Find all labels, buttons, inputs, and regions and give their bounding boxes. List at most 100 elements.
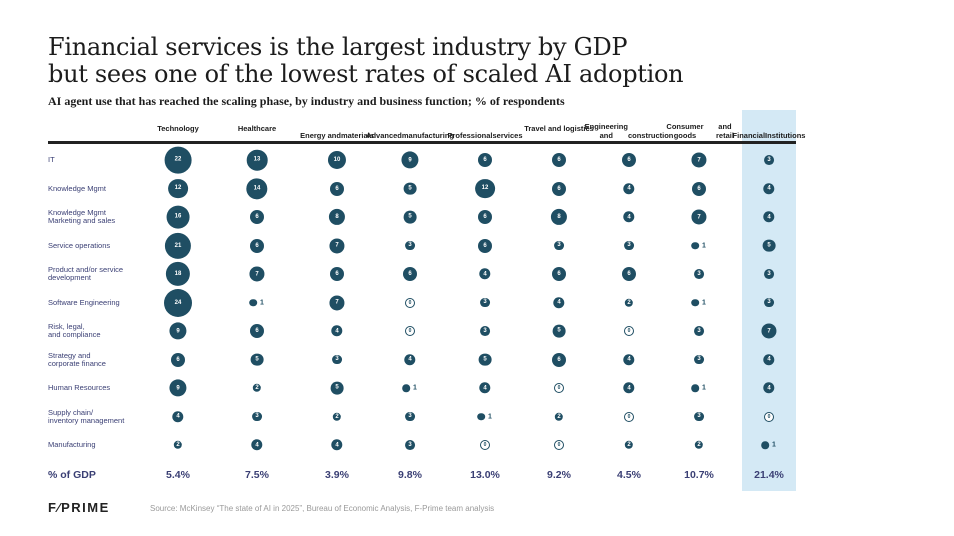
data-bubble: 9 — [169, 379, 187, 397]
data-bubble: 3 — [694, 326, 704, 336]
gdp-value: 9.2% — [547, 469, 571, 481]
column-header: Financial Institutions — [732, 130, 806, 140]
data-bubble — [402, 384, 410, 392]
data-bubble: 4 — [404, 353, 416, 366]
data-bubble: 22 — [164, 146, 192, 174]
title-line-1: Financial services is the largest indust… — [48, 33, 628, 61]
data-bubble: 7 — [249, 266, 265, 282]
column-header: Healthcare — [237, 123, 277, 133]
column-header: Energy and materials — [300, 130, 374, 140]
data-bubble: 0 — [624, 326, 634, 336]
data-bubble: 10 — [327, 150, 347, 170]
data-bubble: 6 — [171, 352, 185, 367]
data-bubble: 4 — [479, 382, 491, 394]
data-bubble: 4 — [331, 439, 343, 451]
data-bubble: 7 — [691, 209, 707, 225]
data-bubble — [691, 241, 699, 250]
data-bubble: 3 — [764, 269, 774, 279]
gdp-value: 3.9% — [325, 469, 349, 481]
data-bubble: 6 — [552, 181, 566, 196]
bubble-value-label: 1 — [702, 242, 706, 249]
column-header: Travel and logistics — [524, 123, 594, 133]
bubble-value-label: 1 — [702, 384, 706, 392]
bubble-value-label: 1 — [413, 384, 417, 392]
data-bubble: 6 — [330, 267, 344, 281]
data-bubble: 0 — [554, 440, 564, 450]
data-bubble: 4 — [763, 353, 775, 366]
data-bubble: 9 — [169, 322, 187, 340]
column-header: Engineering and construction — [584, 122, 674, 140]
data-bubble: 0 — [764, 411, 774, 422]
data-bubble: 7 — [329, 294, 345, 311]
data-bubble: 4 — [553, 296, 565, 309]
data-bubble: 9 — [401, 151, 419, 169]
data-bubble: 24 — [164, 288, 192, 317]
data-bubble: 8 — [328, 208, 346, 226]
data-bubble — [691, 298, 699, 307]
bubble-value-label: 1 — [772, 441, 776, 449]
data-bubble — [477, 412, 485, 421]
data-bubble: 6 — [250, 324, 264, 338]
data-bubble: 4 — [623, 353, 635, 366]
data-bubble: 3 — [332, 354, 342, 365]
data-bubble: 3 — [764, 155, 774, 165]
data-bubble: 16 — [166, 205, 190, 229]
row-label: Service operations — [48, 240, 111, 250]
column-header: Consumer goods and retail — [666, 122, 734, 140]
data-bubble: 12 — [475, 178, 495, 199]
data-bubble: 5 — [762, 239, 776, 252]
data-bubble: 3 — [694, 354, 704, 365]
data-bubble: 21 — [164, 232, 192, 259]
row-label: IT — [48, 155, 55, 164]
fprime-logo: F⁄PRIME — [48, 500, 110, 515]
row-label: Software Engineering — [48, 297, 120, 307]
data-bubble: 3 — [405, 440, 415, 450]
gdp-value: 4.5% — [617, 469, 641, 481]
bubble-value-label: 1 — [702, 299, 706, 306]
data-bubble: 14 — [246, 177, 268, 200]
data-bubble — [761, 441, 769, 449]
row-label: Knowledge Mgmt — [48, 183, 106, 193]
data-bubble: 3 — [624, 240, 634, 251]
title-line-2: but sees one of the lowest rates of scal… — [48, 60, 684, 88]
data-bubble: 7 — [329, 237, 345, 254]
gdp-value: 21.4% — [754, 469, 784, 481]
data-bubble: 6 — [250, 210, 264, 224]
data-bubble: 4 — [172, 410, 184, 423]
data-bubble: 2 — [694, 440, 704, 450]
source-note: Source: McKinsey “The state of AI in 202… — [150, 504, 495, 513]
data-bubble: 12 — [168, 178, 188, 199]
gdp-value: 10.7% — [684, 469, 714, 481]
data-bubble: 7 — [761, 323, 777, 339]
row-label: Risk, legal, and compliance — [48, 322, 101, 339]
data-bubble: 5 — [403, 210, 417, 224]
data-bubble: 3 — [405, 240, 415, 251]
data-bubble: 8 — [550, 208, 568, 226]
data-bubble: 4 — [763, 382, 775, 394]
data-bubble — [691, 384, 699, 392]
data-bubble: 6 — [403, 267, 417, 281]
data-bubble: 6 — [552, 153, 566, 167]
data-bubble: 6 — [478, 210, 492, 224]
data-bubble: 2 — [252, 383, 262, 393]
data-bubble: 3 — [480, 326, 490, 336]
data-bubble: 4 — [331, 325, 343, 337]
bubble-value-label: 1 — [488, 413, 492, 420]
row-label: Manufacturing — [48, 440, 96, 449]
data-bubble: 3 — [554, 240, 564, 251]
row-label: Supply chain/inventory management — [48, 407, 125, 425]
gdp-row-label: % of GDP — [48, 469, 96, 481]
data-bubble: 0 — [405, 326, 415, 336]
data-bubble: 4 — [623, 382, 635, 394]
data-bubble: 6 — [692, 181, 706, 196]
data-bubble: 0 — [405, 297, 415, 308]
data-bubble: 6 — [478, 153, 492, 167]
data-bubble: 2 — [332, 412, 342, 421]
data-bubble: 3 — [694, 411, 704, 422]
data-bubble: 0 — [554, 383, 564, 393]
data-bubble: 2 — [554, 412, 564, 421]
data-bubble: 3 — [764, 297, 774, 308]
data-bubble: 4 — [623, 211, 635, 223]
row-label: Product and/or service development — [48, 265, 124, 282]
header-divider — [48, 141, 796, 144]
